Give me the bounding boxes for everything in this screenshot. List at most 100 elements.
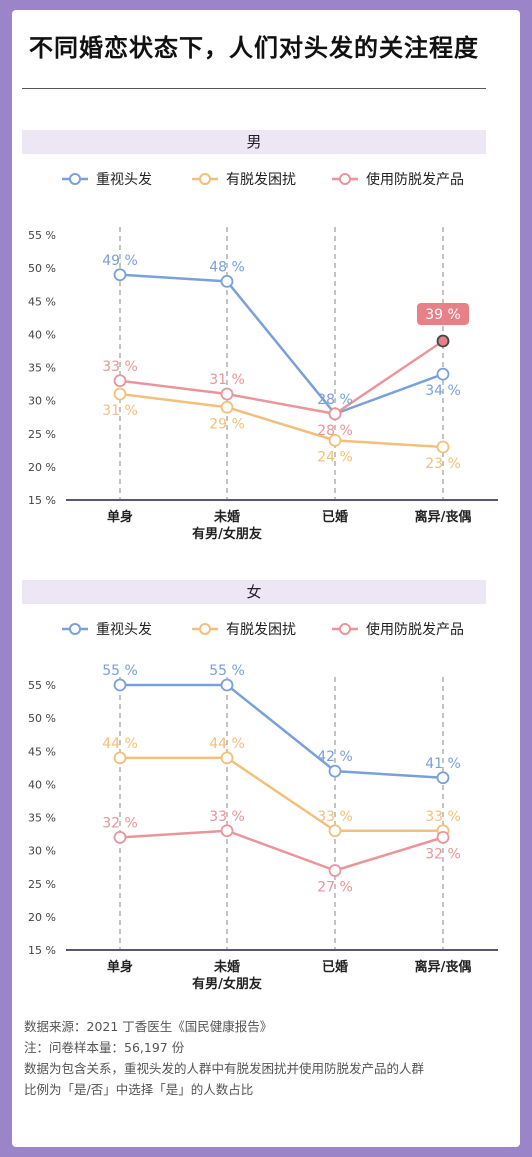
data-label: 24 %: [317, 449, 353, 465]
data-point: [220, 274, 234, 288]
data-label: 33 %: [425, 809, 461, 825]
y-tick-label: 15 %: [28, 494, 56, 507]
legend-label-1: 有脱发困扰: [226, 622, 296, 638]
data-point: [436, 830, 450, 844]
legend-marker-2: [339, 173, 351, 185]
x-tick-label: 单身: [107, 959, 133, 975]
data-label: 55 %: [102, 663, 138, 679]
y-tick-label: 40 %: [28, 328, 56, 341]
chart-male: 重视头发 有脱发困扰 使用防脱发产品 15 % 20 % 25 % 30 % 35 % 40 %…: [28, 171, 498, 542]
x-tick-label: 未婚: [213, 509, 240, 525]
data-label: 33 %: [209, 809, 245, 825]
data-point: [436, 771, 450, 785]
data-point: [113, 751, 127, 765]
y-tick-label: 20 %: [28, 911, 56, 924]
x-tick-label: 未婚: [213, 959, 240, 975]
data-label: 32 %: [102, 815, 138, 831]
legend-marker-1: [199, 623, 211, 635]
data-point: [220, 751, 234, 765]
sample-note: 注：问卷样本量：56,197 份: [24, 1040, 185, 1055]
y-tick-label: 30 %: [28, 845, 56, 858]
data-label: 27 %: [317, 880, 353, 896]
source-note: 数据来源：2021 丁香医生《国民健康报告》: [24, 1019, 273, 1034]
y-tick-label: 35 %: [28, 362, 56, 375]
data-point: [220, 824, 234, 838]
data-point: [220, 387, 234, 401]
y-tick-label: 25 %: [28, 428, 56, 441]
series-line-1: [119, 392, 444, 449]
data-point: [113, 678, 127, 692]
legend-marker-0: [69, 623, 81, 635]
data-point: [436, 440, 450, 454]
data-point: [436, 334, 450, 348]
data-label: 33 %: [102, 359, 138, 375]
x-tick-label: 有男/女朋友: [192, 976, 262, 992]
x-tick-label: 离异/丧偶: [415, 509, 472, 525]
data-label: 44 %: [209, 736, 245, 752]
series-line-0: [120, 683, 444, 779]
data-point: [328, 864, 342, 877]
data-point: [113, 268, 127, 282]
y-tick-label: 45 %: [28, 745, 56, 758]
y-tick-label: 45 %: [28, 295, 56, 308]
page-title: 不同婚恋状态下，人们对头发的关注程度: [29, 34, 479, 62]
data-label: 28 %: [317, 423, 353, 439]
data-label: 33 %: [317, 809, 353, 825]
legend-label-2: 使用防脱发产品: [366, 171, 464, 188]
y-tick-label: 50 %: [28, 712, 56, 725]
data-label: 23 %: [425, 456, 461, 472]
data-point: [113, 830, 127, 844]
legend-label-0: 重视头发: [96, 622, 152, 638]
infographic-card: [12, 10, 520, 1147]
legend-label-2: 使用防脱发产品: [366, 621, 464, 638]
y-tick-label: 40 %: [28, 778, 56, 791]
x-tick-label: 单身: [107, 509, 133, 525]
data-label: 41 %: [425, 756, 461, 772]
data-label: 49 %: [102, 253, 138, 269]
legend-label-1: 有脱发困扰: [226, 172, 296, 188]
data-label: 29 %: [209, 416, 245, 432]
series-line-0: [119, 273, 444, 416]
y-tick-label: 25 %: [28, 878, 56, 891]
legend-marker-1: [199, 173, 211, 185]
series-line-2: [119, 829, 444, 872]
series-line-1: [120, 756, 443, 832]
title-divider: [22, 88, 486, 89]
x-tick-label: 已婚: [322, 509, 348, 525]
data-point: [436, 367, 450, 381]
data-label: 44 %: [102, 736, 138, 752]
data-label: 31 %: [102, 403, 138, 419]
y-tick-label: 55 %: [28, 679, 56, 692]
data-label: 34 %: [425, 383, 461, 399]
data-label: 48 %: [209, 259, 245, 275]
panel-title-male: 男: [22, 130, 486, 154]
description-line-2: 比例为「是/否」中选择「是」的人数占比: [24, 1082, 254, 1097]
series-line-2: [119, 339, 444, 416]
legend-marker-2: [339, 623, 351, 635]
data-point: [220, 400, 234, 414]
y-tick-label: 30 %: [28, 395, 56, 408]
legend-label-0: 重视头发: [96, 172, 152, 188]
y-tick-label: 55 %: [28, 229, 56, 242]
data-point: [328, 824, 342, 838]
y-tick-label: 50 %: [28, 262, 56, 275]
x-tick-label: 已婚: [322, 959, 348, 975]
data-point: [328, 407, 342, 421]
data-point: [328, 433, 342, 447]
data-label: 42 %: [317, 749, 353, 765]
data-point: [113, 387, 127, 401]
data-label: 55 %: [209, 663, 245, 679]
y-tick-label: 20 %: [28, 461, 56, 474]
data-point: [113, 374, 127, 388]
data-label: 31 %: [209, 372, 245, 388]
legend-marker-0: [69, 173, 81, 185]
highlight-label-bg: [417, 303, 469, 325]
x-tick-label: 离异/丧偶: [415, 959, 472, 975]
y-tick-label: 35 %: [28, 812, 56, 825]
panel-title-female: 女: [22, 580, 486, 604]
data-point: [220, 678, 234, 692]
data-label: 28 %: [317, 392, 353, 408]
y-tick-label: 15 %: [28, 944, 56, 957]
description-line-1: 数据为包含关系，重视头发的人群中有脱发困扰并使用防脱发产品的人群: [24, 1061, 425, 1076]
chart-female: 重视头发 有脱发困扰 使用防脱发产品 15 % 20 % 25 % 30 % 35 % 40 %…: [28, 621, 498, 992]
